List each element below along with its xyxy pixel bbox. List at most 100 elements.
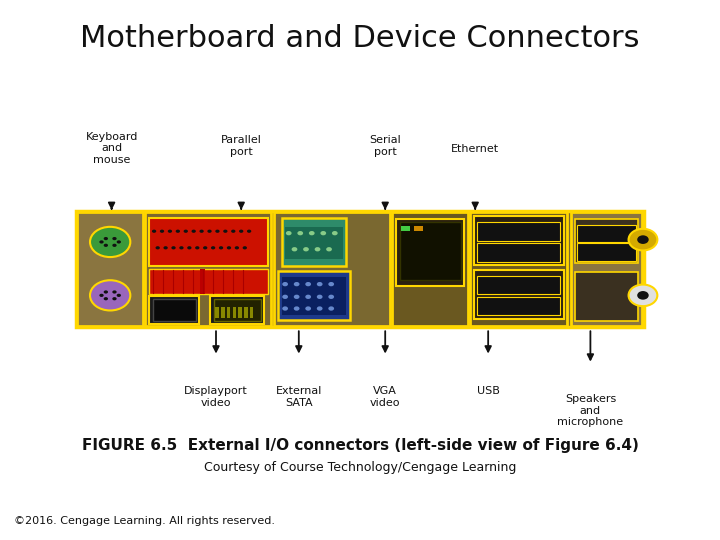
Circle shape: [328, 282, 334, 286]
Circle shape: [112, 237, 117, 240]
Bar: [577, 225, 636, 242]
Circle shape: [176, 230, 180, 233]
Text: Serial
port: Serial port: [369, 135, 401, 157]
Bar: [274, 212, 390, 326]
Circle shape: [211, 246, 215, 249]
Bar: [400, 222, 461, 280]
Bar: [278, 271, 350, 320]
Circle shape: [305, 306, 311, 310]
Bar: [77, 212, 143, 326]
Circle shape: [332, 231, 338, 235]
Text: FIGURE 6.5  External I/O connectors (left-side view of Figure 6.4): FIGURE 6.5 External I/O connectors (left…: [81, 438, 639, 453]
Circle shape: [637, 235, 649, 244]
Bar: [282, 277, 346, 315]
Circle shape: [282, 295, 288, 299]
Text: Parallel
port: Parallel port: [221, 135, 261, 157]
Text: VGA
video: VGA video: [370, 386, 400, 408]
Bar: [221, 307, 225, 318]
Text: Keyboard
and
mouse: Keyboard and mouse: [86, 132, 138, 165]
Bar: [238, 307, 242, 318]
Circle shape: [171, 246, 176, 249]
Circle shape: [117, 294, 121, 297]
Bar: [477, 275, 560, 294]
Bar: [392, 212, 468, 326]
Circle shape: [305, 282, 311, 286]
Circle shape: [247, 230, 251, 233]
Circle shape: [104, 237, 108, 240]
Circle shape: [286, 231, 292, 235]
Circle shape: [317, 295, 323, 299]
Bar: [199, 268, 205, 294]
Circle shape: [315, 247, 320, 252]
Circle shape: [629, 229, 657, 251]
Circle shape: [305, 295, 311, 299]
Circle shape: [317, 282, 323, 286]
Circle shape: [243, 246, 247, 249]
Bar: [477, 222, 560, 241]
Circle shape: [112, 291, 117, 294]
Circle shape: [192, 230, 196, 233]
Text: External
SATA: External SATA: [276, 386, 322, 408]
Circle shape: [90, 280, 130, 310]
Circle shape: [328, 306, 334, 310]
Circle shape: [99, 294, 104, 297]
Circle shape: [282, 306, 288, 310]
Bar: [153, 299, 196, 321]
Circle shape: [637, 291, 649, 300]
Bar: [396, 219, 464, 286]
Circle shape: [168, 230, 172, 233]
Bar: [477, 296, 560, 315]
Bar: [575, 272, 638, 321]
Circle shape: [294, 306, 300, 310]
Circle shape: [207, 230, 212, 233]
Circle shape: [227, 246, 231, 249]
Circle shape: [195, 246, 199, 249]
Circle shape: [187, 246, 192, 249]
Circle shape: [328, 295, 334, 299]
Circle shape: [112, 244, 117, 247]
Circle shape: [215, 230, 220, 233]
Circle shape: [320, 231, 326, 235]
Bar: [214, 299, 261, 321]
Circle shape: [282, 282, 288, 286]
Circle shape: [104, 297, 108, 300]
Bar: [414, 226, 423, 232]
Circle shape: [629, 285, 657, 306]
Circle shape: [160, 230, 164, 233]
Text: Ethernet: Ethernet: [451, 144, 499, 154]
Circle shape: [112, 297, 117, 300]
Circle shape: [203, 246, 207, 249]
Bar: [575, 219, 638, 263]
Bar: [470, 212, 567, 326]
Circle shape: [152, 230, 156, 233]
Bar: [149, 218, 268, 266]
Text: ©2016. Cengage Learning. All rights reserved.: ©2016. Cengage Learning. All rights rese…: [14, 516, 275, 526]
Circle shape: [297, 231, 303, 235]
Circle shape: [163, 246, 168, 249]
Circle shape: [326, 247, 332, 252]
Bar: [282, 218, 346, 266]
Circle shape: [156, 246, 160, 249]
Circle shape: [117, 240, 121, 244]
Text: Motherboard and Device Connectors: Motherboard and Device Connectors: [80, 24, 640, 53]
Circle shape: [317, 306, 323, 310]
Circle shape: [309, 231, 315, 235]
Bar: [577, 243, 636, 260]
Text: USB: USB: [477, 386, 500, 396]
Circle shape: [104, 244, 108, 247]
Circle shape: [231, 230, 235, 233]
Circle shape: [294, 295, 300, 299]
Text: Displayport
video: Displayport video: [184, 386, 248, 408]
Circle shape: [294, 282, 300, 286]
Bar: [571, 212, 642, 326]
Bar: [149, 296, 199, 324]
Bar: [474, 217, 564, 265]
Circle shape: [184, 230, 188, 233]
Bar: [215, 307, 219, 318]
Text: Courtesy of Course Technology/Cengage Learning: Courtesy of Course Technology/Cengage Le…: [204, 461, 516, 474]
Bar: [233, 307, 236, 318]
Circle shape: [179, 246, 184, 249]
Text: Speakers
and
microphone: Speakers and microphone: [557, 394, 624, 427]
Circle shape: [219, 246, 223, 249]
Circle shape: [303, 247, 309, 252]
